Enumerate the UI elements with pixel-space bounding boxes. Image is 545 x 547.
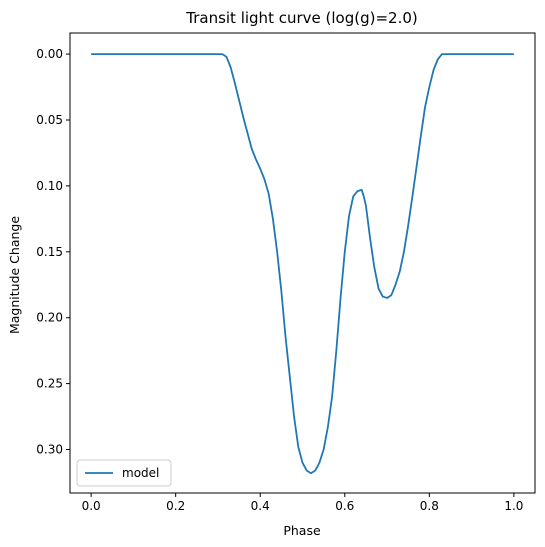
chart-title: Transit light curve (log(g)=2.0)	[185, 9, 417, 27]
x-axis-label: Phase	[283, 523, 321, 538]
y-tick-label: 0.30	[36, 443, 63, 457]
legend-box	[76, 459, 172, 487]
y-tick-label: 0.20	[36, 311, 63, 325]
series-line-model	[91, 53, 514, 475]
x-tick-label: 0.8	[420, 499, 439, 513]
x-tick-label: 0.2	[166, 499, 185, 513]
x-tick-label: 0.6	[335, 499, 354, 513]
y-tick-label: 0.10	[36, 179, 63, 193]
legend: model	[76, 459, 172, 487]
y-tick-label: 0.00	[36, 47, 63, 61]
x-tick-label: 0.0	[82, 499, 101, 513]
axes-frame	[69, 32, 536, 494]
x-tick-label: 0.4	[251, 499, 270, 513]
y-axis-label: Magnitude Change	[7, 216, 22, 334]
plot-area: 0.0 0.2 0.4 0.6 0.8 1.0 0.00 0.05 0.10 0.15 0.20 0.…	[36, 32, 536, 513]
y-tick-label: 0.05	[36, 113, 63, 127]
y-tick-label: 0.15	[36, 245, 63, 259]
x-tick-label: 1.0	[504, 499, 523, 513]
y-tick-label: 0.25	[36, 377, 63, 391]
legend-entry: model	[122, 466, 159, 480]
